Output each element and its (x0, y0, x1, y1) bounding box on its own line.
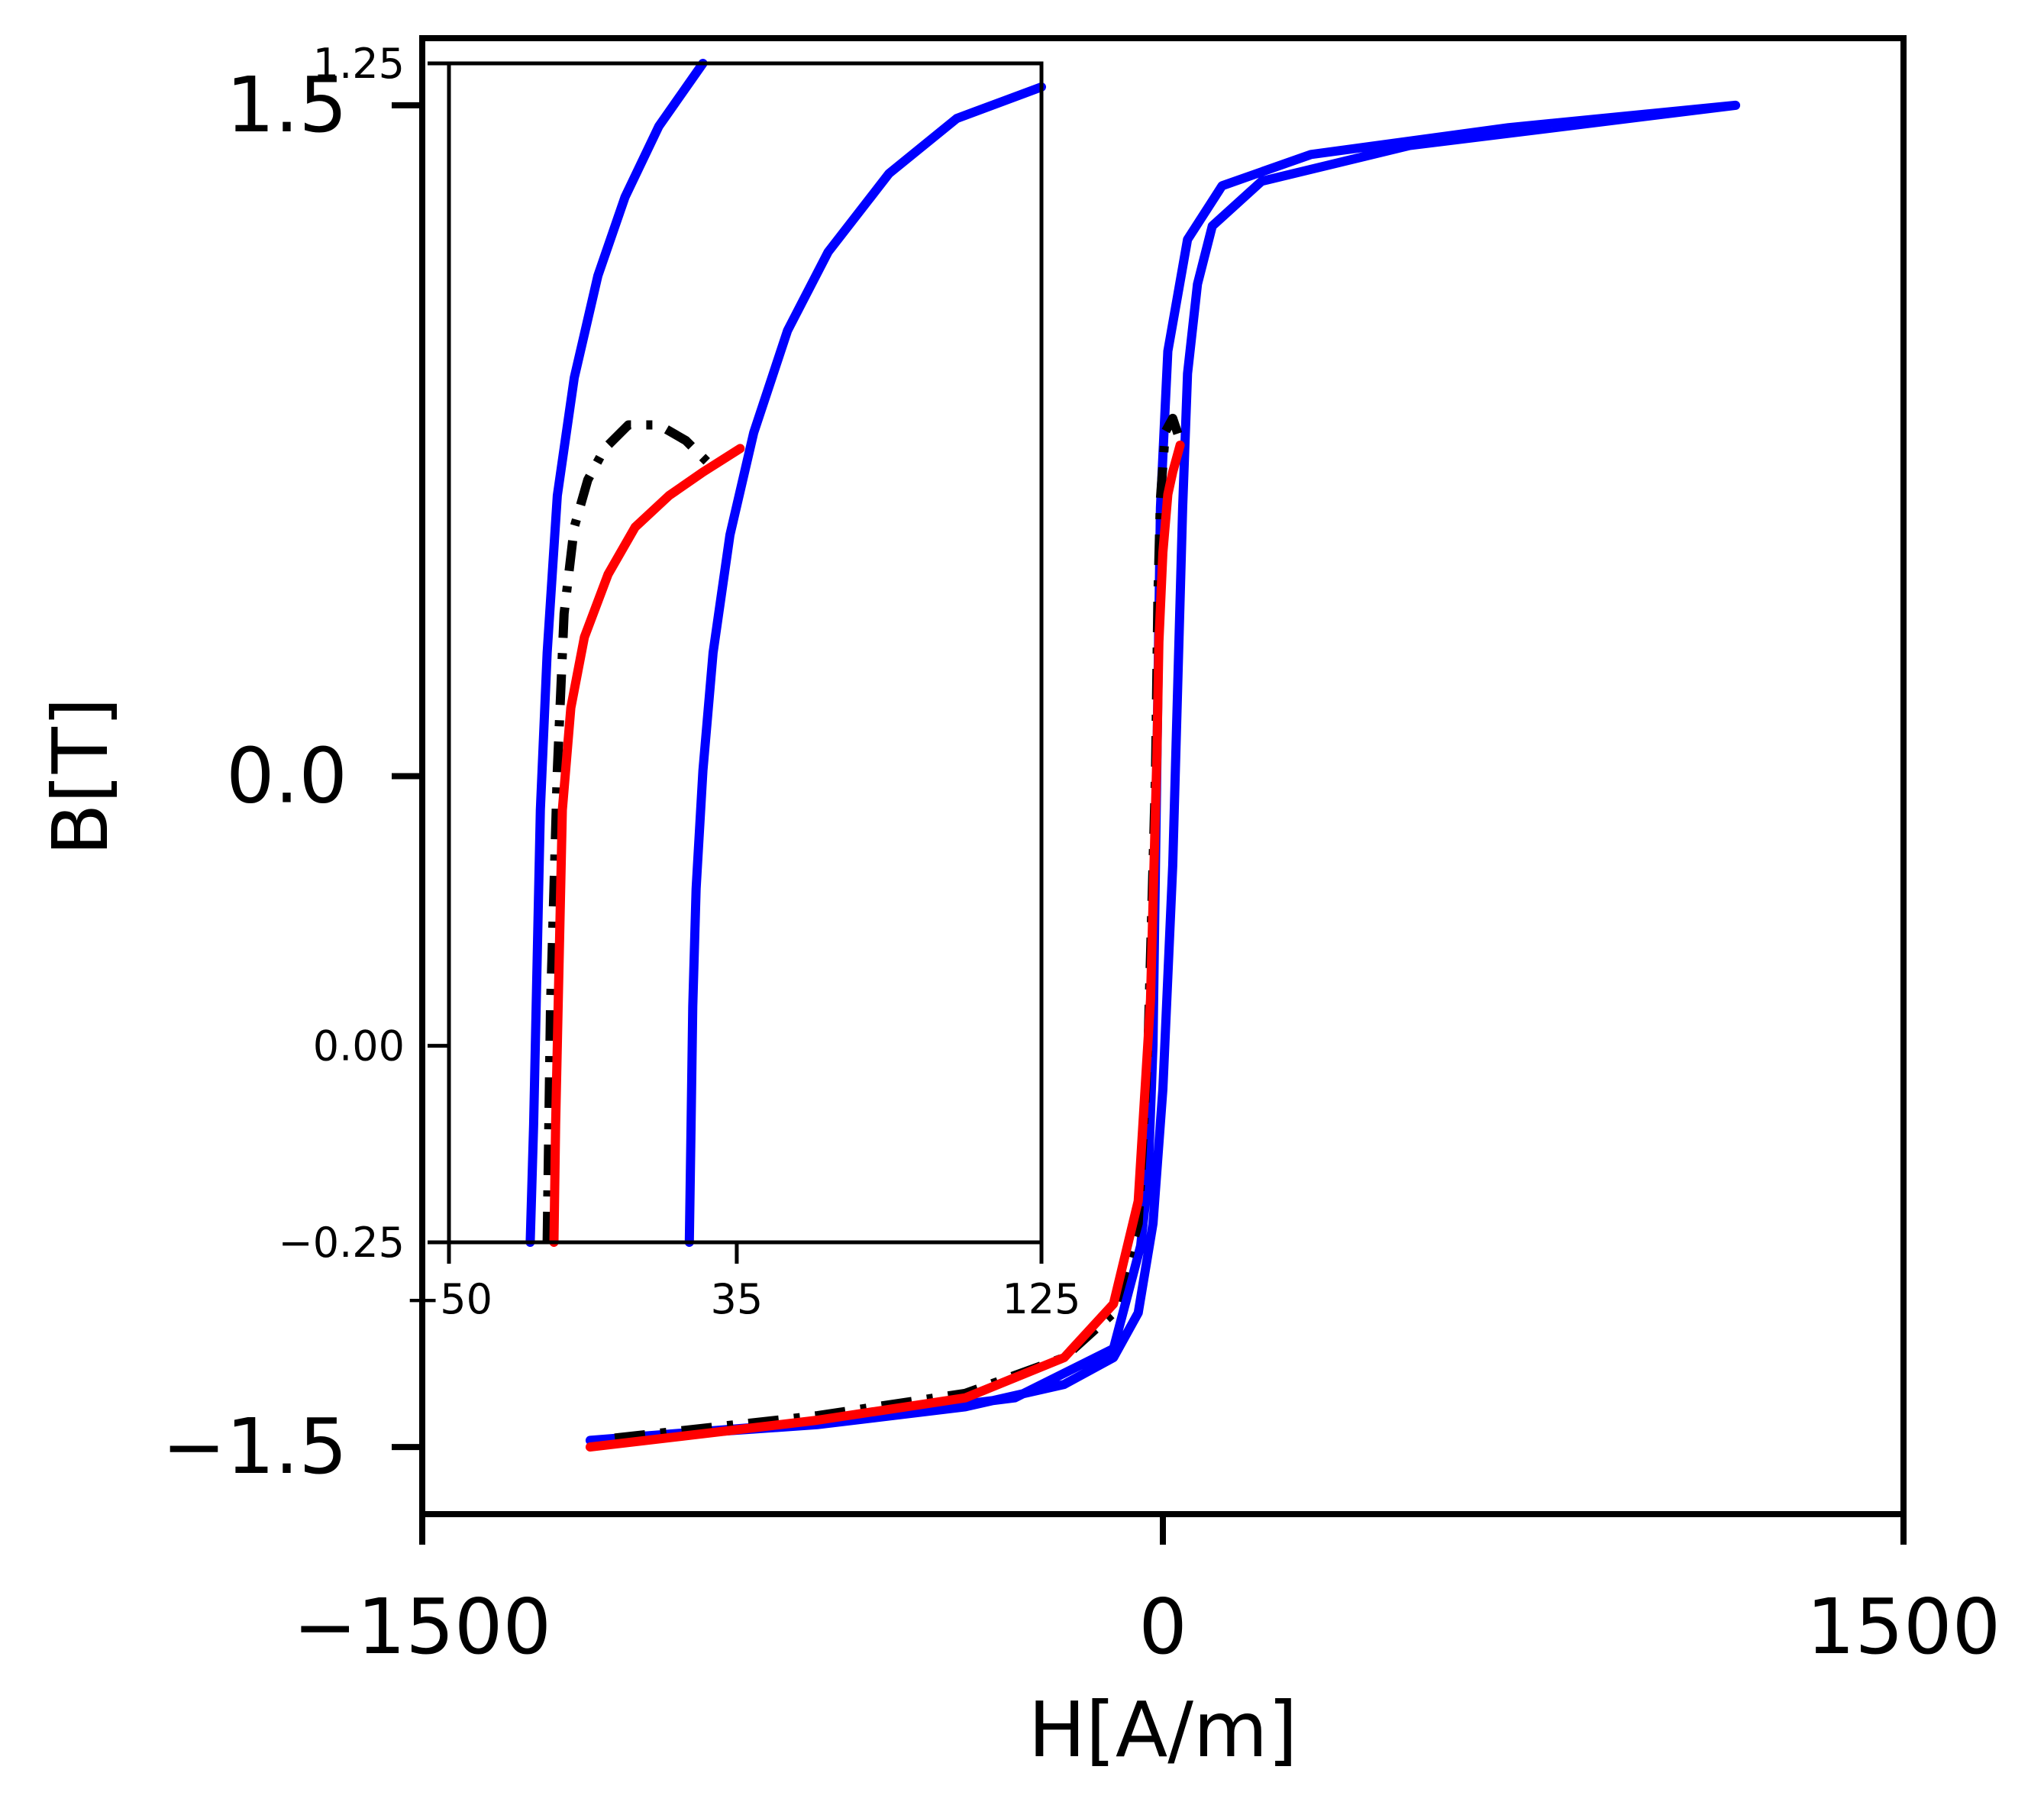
inset-x-tick-label: 125 (1002, 1275, 1080, 1323)
main-x-tick-label: −1500 (293, 1582, 551, 1671)
main-plot-curves (585, 100, 1741, 1452)
main-y-axis-label: B[T] (36, 697, 125, 856)
inset-x-tick-label: 35 (711, 1275, 764, 1323)
main-x-tick-label: 1500 (1807, 1582, 2001, 1671)
main-series-2-line (585, 441, 1185, 1452)
main-y-tick-label: −1.5 (162, 1402, 347, 1491)
inset-x-tick-label: −50 (405, 1275, 492, 1323)
inset-y-tick-label: −0.25 (279, 1219, 405, 1267)
main-x-tick-label: 0 (1138, 1582, 1187, 1671)
inset-axis-ticks: −50 35 125 −0.25 0.00 1.25 (279, 40, 1081, 1323)
main-y-tick-label: 0.0 (226, 731, 347, 821)
main-axis-ticks: −1500 0 1500 −1.5 0.0 1.5 (162, 60, 2000, 1671)
main-series-0-line (585, 100, 1741, 1445)
inset-series-3-line (549, 444, 745, 1247)
inset-y-tick-label: 0.00 (313, 1022, 405, 1071)
inset-series-0-line (525, 59, 708, 1247)
inset-y-tick-label: 1.25 (313, 40, 405, 88)
main-plot: −1500 0 1500 −1.5 0.0 1.5 H[A/m] B[T] (36, 35, 2000, 1775)
inset-plot: −50 35 125 −0.25 0.00 1.25 (279, 40, 1081, 1323)
inset-plot-curves (525, 59, 1046, 1247)
main-x-axis-label: H[A/m] (1028, 1685, 1298, 1775)
main-y-tick-label: 1.5 (226, 60, 347, 150)
inset-series-1-line (684, 82, 1046, 1247)
inset-plot-frame (447, 61, 1044, 1245)
